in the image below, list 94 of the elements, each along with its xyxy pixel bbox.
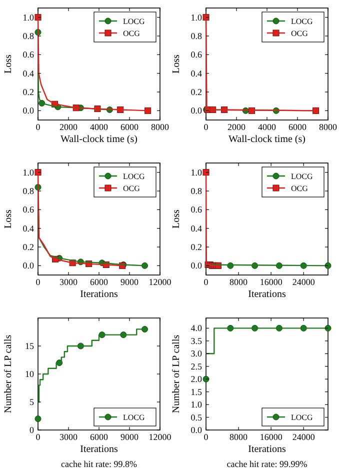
x-tick-label: 3000 [60, 277, 78, 287]
y-tick-label: 0 [30, 425, 34, 435]
x-tick-label: 6000 [90, 277, 108, 287]
y-axis-title: Loss [171, 209, 182, 228]
y-tick-label: 0.0 [190, 260, 202, 271]
y-tick-label: 0.8 [190, 186, 202, 196]
y-tick-label: 4.0 [190, 323, 202, 334]
y-tick-label: 0.8 [22, 186, 34, 196]
x-axis-title: Wall-clock time (s) [228, 134, 306, 145]
y-tick-label: 0.8 [22, 31, 34, 41]
y-tick-label: 0.6 [190, 204, 202, 215]
x-tick-label: 4000 [90, 122, 108, 132]
y-tick-label: 3.5 [190, 336, 202, 346]
x-axis-title: Iterations [248, 444, 286, 455]
y-tick-label: 0.6 [22, 204, 34, 215]
legend-label: OCG [291, 29, 308, 38]
x-axis-title: Iterations [248, 289, 286, 300]
y-tick-label: 0.0 [190, 425, 202, 435]
x-tick-label: 6000 [90, 432, 108, 442]
x-tick-label: 0 [204, 122, 209, 132]
y-tick-label: 0.2 [190, 242, 202, 252]
y-tick-label: 1.5 [190, 386, 202, 397]
x-tick-label: 12000 [148, 277, 172, 287]
y-tick-label: 0.4 [22, 223, 34, 234]
y-axis-title: Number of LP calls [171, 334, 182, 414]
y-tick-label: 1.0 [22, 167, 34, 178]
point [202, 14, 210, 21]
y-tick-label: 0.0 [190, 106, 202, 116]
point [142, 262, 148, 269]
text: cache hit rate: 99.8% [61, 459, 138, 469]
y-tick-label: 1.0 [190, 12, 202, 22]
x-tick-label: 8000 [230, 432, 248, 442]
y-tick-label: 0.2 [22, 87, 34, 97]
x-tick-label: 4000 [258, 122, 276, 132]
x-tick-label: 12000 [148, 432, 172, 442]
x-axis-title: Iterations [80, 289, 118, 300]
text: cache hit rate: 99.99% [226, 459, 308, 469]
y-tick-label: 5 [30, 397, 34, 407]
point [324, 262, 332, 269]
x-tick-label: 0 [204, 277, 209, 287]
point [202, 169, 210, 176]
y-tick-label: 3.0 [190, 348, 202, 359]
x-tick-label: 24000 [292, 277, 316, 287]
y-tick-label: 0.2 [190, 87, 202, 97]
y-tick-label: 15 [25, 341, 34, 351]
legend-label: LOCG [291, 172, 313, 181]
x-tick-label: 16000 [260, 432, 283, 442]
y-tick-label: 2.0 [190, 374, 202, 384]
legend-label: LOCG [291, 413, 313, 422]
x-tick-label: 9000 [120, 277, 139, 287]
y-tick-label: 2.5 [190, 361, 202, 372]
point [34, 416, 42, 422]
y-tick-label: 0.4 [190, 223, 202, 234]
point [144, 107, 152, 114]
x-tick-label: 24000 [292, 432, 316, 442]
x-axis-title: Iterations [80, 444, 118, 455]
x-tick-label: 3000 [60, 432, 78, 442]
y-tick-label: 0.0 [22, 260, 34, 271]
x-tick-label: 9000 [120, 432, 139, 442]
legend-label: OCG [123, 184, 140, 193]
y-axis-title: Loss [171, 54, 182, 74]
y-tick-label: 1.0 [22, 12, 34, 22]
x-tick-label: 16000 [260, 277, 283, 287]
legend-label: OCG [291, 184, 308, 193]
x-tick-label: 6000 [120, 122, 139, 132]
y-tick-label: 0.4 [190, 68, 202, 78]
legend-label: LOCG [123, 413, 145, 422]
y-axis-title: Loss [3, 54, 14, 74]
point [34, 14, 42, 21]
legend-label: OCG [123, 29, 140, 38]
x-axis-title: Wall-clock time (s) [60, 134, 138, 145]
x-tick-label: 8000 [319, 122, 338, 132]
x-tick-label: 2000 [60, 122, 78, 132]
x-tick-label: 6000 [288, 122, 307, 132]
y-axis-title: Number of LP calls [3, 334, 14, 414]
x-tick-label: 0 [204, 432, 209, 442]
y-axis-title: Loss [3, 209, 14, 228]
point [34, 169, 42, 176]
legend-label: LOCG [291, 17, 313, 26]
y-tick-label: 1.0 [190, 167, 202, 178]
y-tick-label: 0.6 [22, 50, 34, 60]
y-tick-label: 10 [25, 369, 34, 379]
y-tick-label: 1.0 [190, 400, 202, 410]
legend-label: LOCG [123, 17, 145, 26]
y-tick-label: 0.2 [22, 242, 34, 252]
y-tick-label: 0.8 [190, 31, 202, 41]
x-tick-label: 8000 [151, 122, 170, 132]
y-tick-label: 0.0 [22, 106, 34, 116]
x-tick-label: 8000 [230, 277, 248, 287]
y-tick-label: 0.5 [190, 412, 202, 422]
legend-label: LOCG [123, 172, 145, 181]
y-tick-label: 0.6 [190, 50, 202, 60]
x-tick-label: 2000 [228, 122, 246, 132]
y-tick-label: 0.4 [22, 68, 34, 78]
